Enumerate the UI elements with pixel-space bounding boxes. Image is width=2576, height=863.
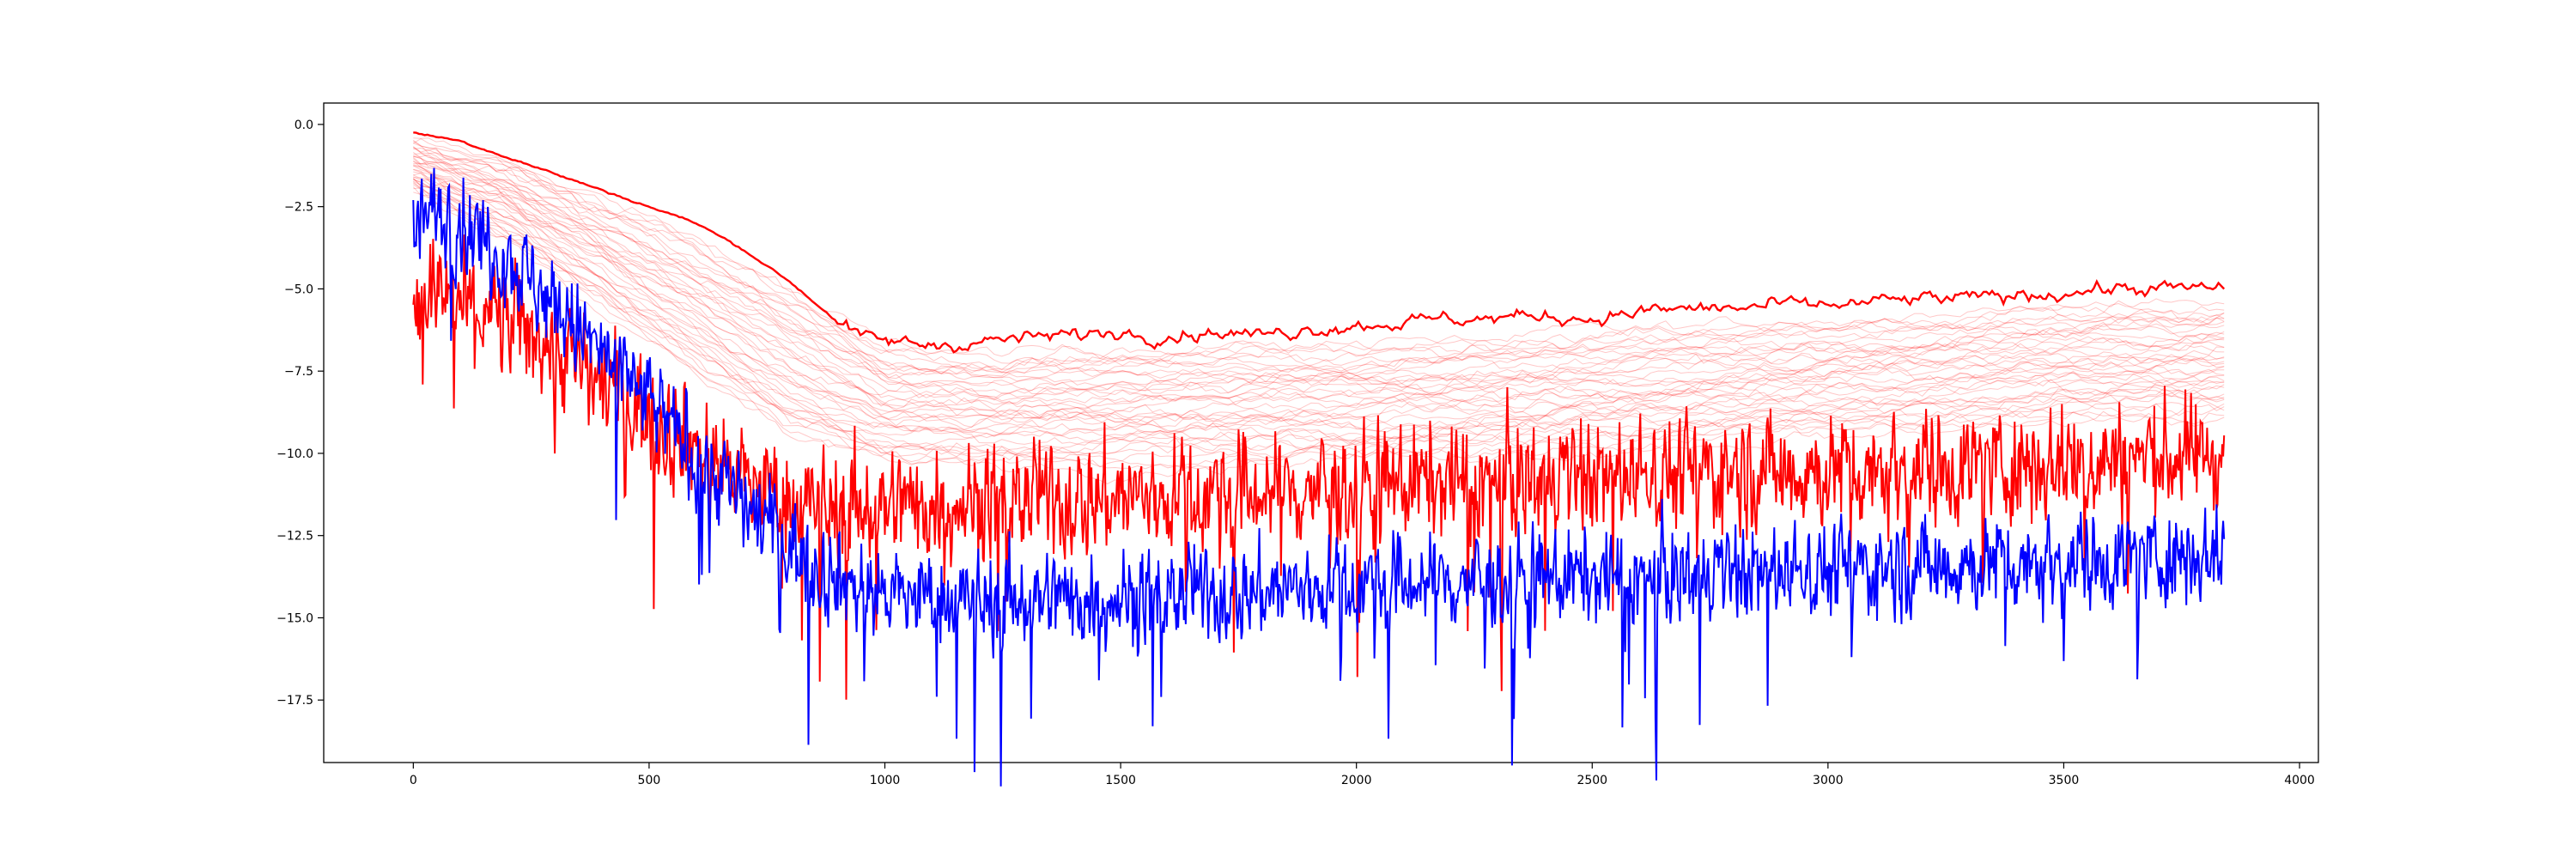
- faint-line: [413, 179, 2225, 445]
- faint-line: [413, 163, 2225, 413]
- faint-line: [412, 177, 2225, 439]
- faint-line: [413, 184, 2225, 469]
- faint-line: [413, 176, 2225, 437]
- x-tick-label: 1500: [1105, 774, 1136, 787]
- faint-line: [413, 187, 2225, 468]
- faint-line: [412, 178, 2225, 450]
- faint-line: [412, 181, 2225, 462]
- x-tick-label: 4000: [2284, 774, 2315, 787]
- faint-line: [413, 165, 2225, 417]
- faint-line: [413, 180, 2225, 458]
- faint-line: [413, 146, 2225, 374]
- y-tick-label: −15.0: [276, 611, 313, 625]
- faint-line: [413, 137, 2225, 365]
- x-tick-label: 2500: [1577, 774, 1607, 787]
- faint-line: [412, 156, 2225, 398]
- faint-line: [413, 174, 2225, 430]
- y-tick-label: −2.5: [284, 201, 313, 215]
- faint-line: [413, 169, 2225, 430]
- y-axis: 0.0 −2.5 −5.0 −7.5 −10.0 −12.5 −15.0 −17.5: [276, 119, 324, 708]
- faint-line: [413, 143, 2225, 368]
- faint-line: [413, 139, 2225, 370]
- faint-line: [412, 158, 2225, 387]
- faint-line: [413, 177, 2225, 448]
- x-tick-label: 1000: [870, 774, 901, 787]
- y-tick-label: −7.5: [284, 365, 313, 379]
- faint-line: [413, 168, 2225, 423]
- y-tick-label: −12.5: [276, 530, 313, 544]
- series-layer: [412, 131, 2226, 787]
- y-tick-label: −5.0: [284, 283, 313, 296]
- faint-line: [413, 155, 2225, 402]
- faint-line: [413, 147, 2225, 386]
- x-tick-label: 3000: [1813, 774, 1844, 787]
- faint-lines-band: [412, 137, 2225, 484]
- y-tick-label: −10.0: [276, 447, 313, 461]
- y-tick-label: 0.0: [295, 119, 313, 132]
- y-tick-label: −17.5: [276, 694, 313, 708]
- blue-noisy-series: [412, 167, 2226, 787]
- faint-line: [412, 146, 2225, 379]
- plot-frame: [323, 102, 2319, 763]
- faint-line: [413, 147, 2225, 380]
- x-tick-label: 500: [638, 774, 661, 787]
- faint-line: [413, 140, 2225, 373]
- faint-line: [413, 137, 2225, 374]
- faint-line: [413, 171, 2225, 423]
- x-tick-label: 2000: [1341, 774, 1372, 787]
- x-tick-label: 0: [410, 774, 417, 787]
- x-tick-label: 3500: [2049, 774, 2080, 787]
- faint-line: [413, 154, 2225, 392]
- red-envelope-series: [413, 131, 2226, 354]
- red-noisy-series: [412, 234, 2226, 700]
- faint-line: [412, 160, 2225, 422]
- faint-line: [412, 186, 2225, 470]
- faint-line: [412, 152, 2225, 384]
- faint-line: [413, 164, 2225, 413]
- faint-line: [413, 161, 2225, 410]
- faint-line: [413, 155, 2225, 405]
- x-axis: 0 500 1000 1500 2000 2500 3000 3500 4000: [410, 763, 2315, 787]
- faint-line: [413, 153, 2225, 401]
- faint-line: [413, 173, 2225, 435]
- faint-line: [413, 182, 2225, 458]
- faint-line: [413, 165, 2225, 428]
- faint-line: [413, 179, 2225, 461]
